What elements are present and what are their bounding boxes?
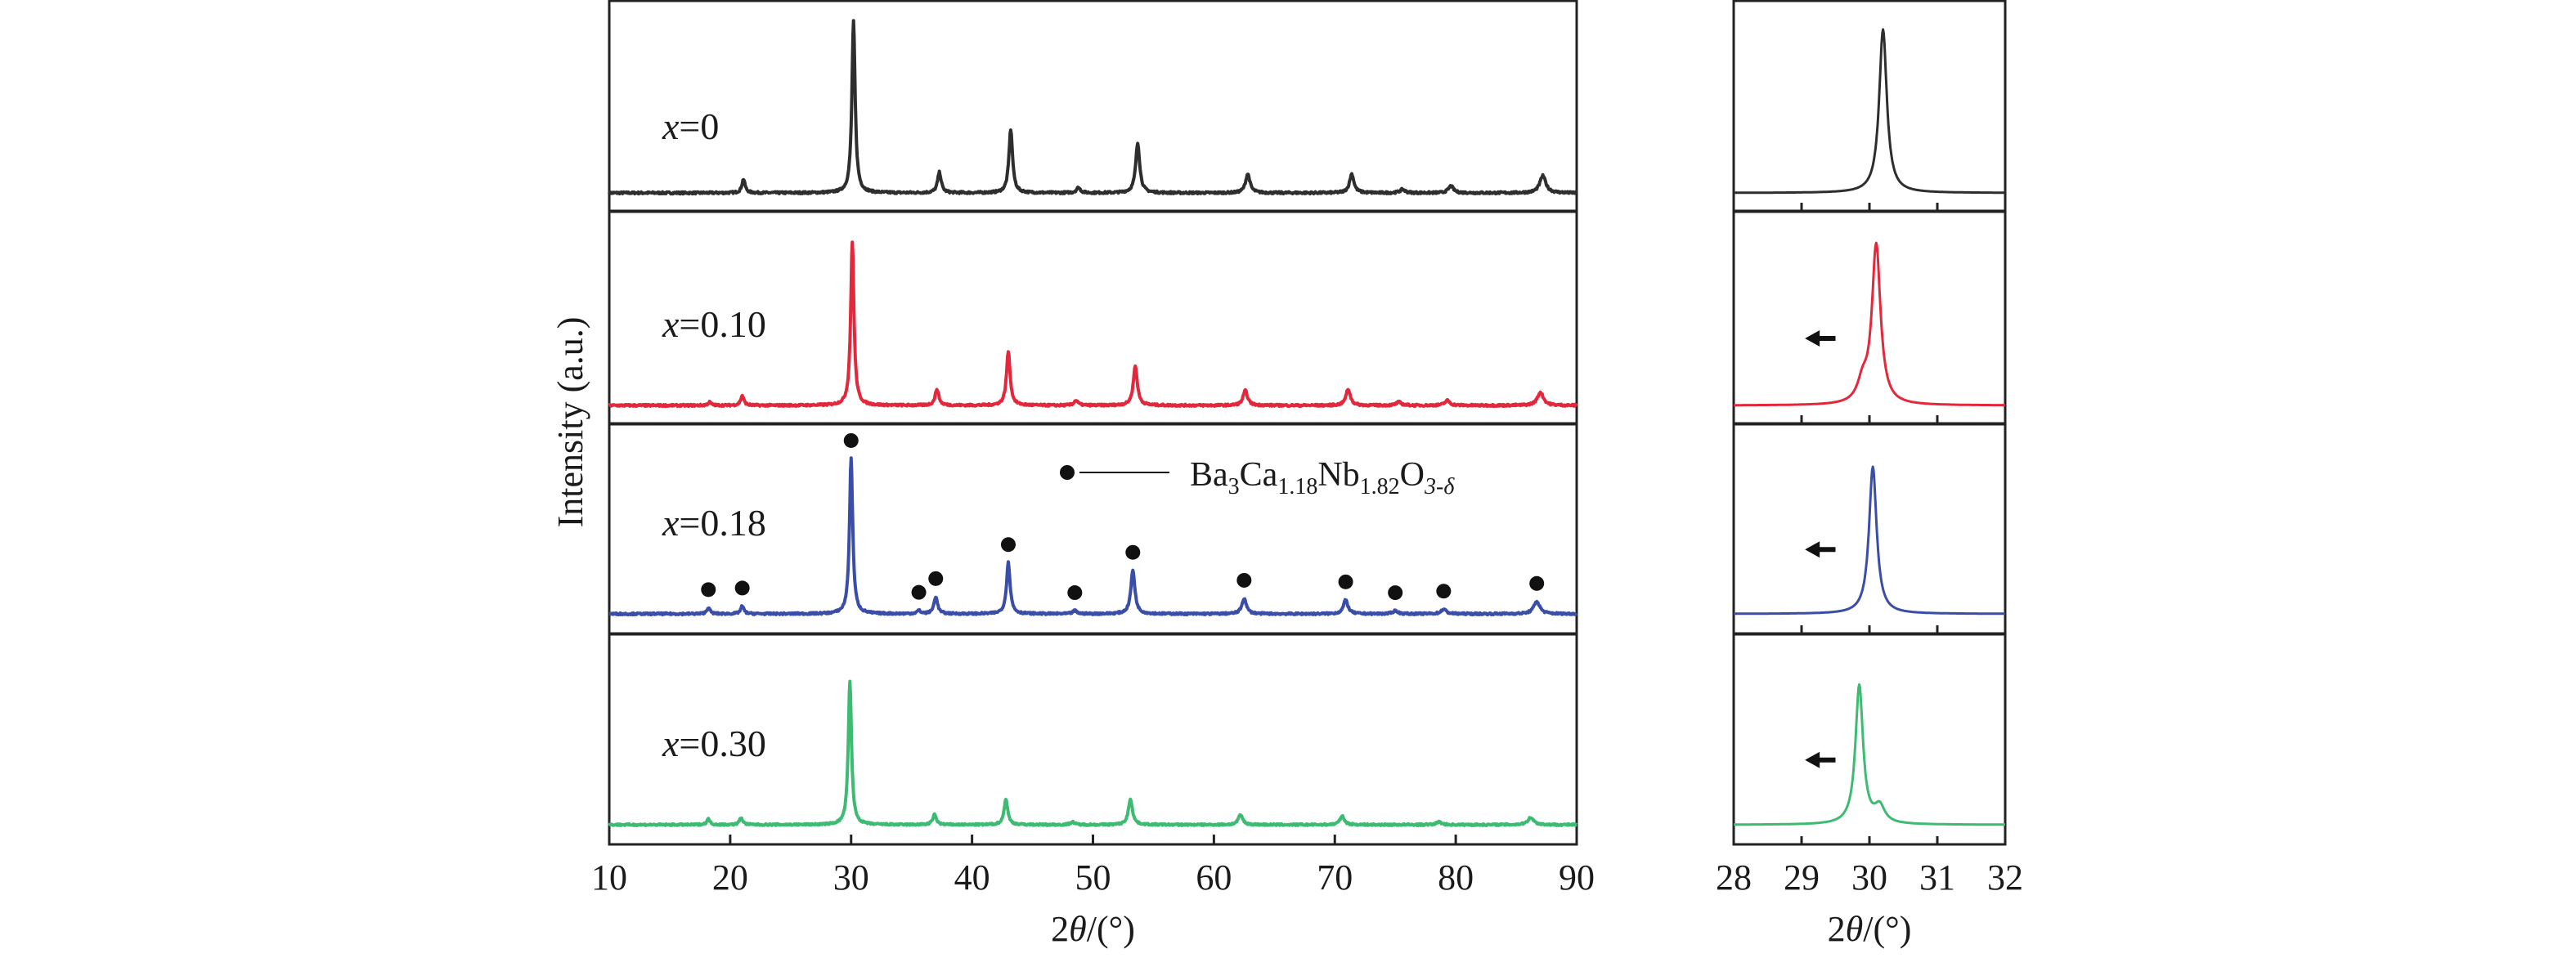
phase-marker: [1125, 544, 1141, 560]
zoom-subplot-frame-0: [1732, 0, 2007, 213]
x-tick-label: 80: [1438, 857, 1474, 898]
x-tick-label: 40: [954, 857, 990, 898]
phase-marker: [1067, 585, 1083, 601]
x-tick-label: 20: [712, 857, 748, 898]
x-tick-label: 10: [591, 857, 627, 898]
legend-text-part: Nb: [1317, 456, 1359, 494]
x-tick-label: 50: [1075, 857, 1111, 898]
series-label-x=0.18: x=0.18: [662, 502, 766, 544]
phase-markers: [701, 432, 1545, 601]
axis-label-suffix: /(°): [1863, 909, 1911, 949]
zoom-trace-x=0.18: [1733, 465, 2006, 616]
phase-marker: [1529, 575, 1545, 591]
main-subplot-frame-0: [608, 0, 1578, 213]
series-label-value: =0.18: [679, 502, 765, 544]
legend-subscript: 3: [1228, 474, 1240, 499]
xrd-trace-x=0: [608, 19, 1578, 196]
zoom-panel: 28 29 30 31 32 2θ/(°): [1716, 0, 2023, 949]
series-label-var: x: [662, 303, 680, 345]
zoom-subplot-frame-1: [1732, 210, 2007, 425]
series-label-value: =0: [679, 105, 719, 147]
zoom-trace-x=0.30: [1733, 683, 2006, 826]
axis-label-prefix: 2: [1828, 909, 1846, 949]
zoom-x-tick-label: 29: [1784, 857, 1820, 898]
legend-subscript: 3-δ: [1424, 474, 1455, 499]
phase-marker: [843, 432, 859, 448]
xrd-trace-x=0.18: [608, 456, 1578, 617]
zoom-trace-x=0.10: [1733, 241, 2006, 407]
zoom-x-axis-label: 2θ/(°): [1828, 909, 1912, 949]
legend-subscript: 1.82: [1360, 474, 1400, 499]
xrd-trace-x=0.10: [608, 240, 1578, 409]
shift-arrow: [1805, 330, 1836, 347]
legend-formula: Ba3Ca1.18Nb1.82O3-δ: [1190, 456, 1455, 499]
zoom-x-tick-label: 28: [1716, 857, 1752, 898]
series-label-x=0.10: x=0.10: [662, 303, 766, 345]
legend-subscript: 1.18: [1277, 474, 1317, 499]
shift-arrow: [1805, 541, 1836, 558]
phase-marker: [911, 584, 927, 600]
axis-label-theta: θ: [1069, 909, 1087, 949]
phase-legend: Ba3Ca1.18Nb1.82O3-δ: [1060, 456, 1455, 499]
legend-text-part: O: [1400, 456, 1425, 494]
series-label-var: x: [662, 105, 680, 147]
zoom-panel-frames: [1732, 0, 2007, 846]
x-tick-label: 90: [1559, 857, 1595, 898]
x-tick-label: 30: [833, 857, 869, 898]
axis-label-suffix: /(°): [1087, 909, 1135, 949]
zoom-x-tick-label: 31: [1919, 857, 1955, 898]
y-axis-label: Intensity (a.u.): [550, 317, 590, 528]
series-label-x=0: x=0: [662, 105, 719, 147]
shift-arrow: [1805, 751, 1836, 768]
zoom-panel-traces: [1733, 28, 2006, 826]
main-x-axis-label: 2θ/(°): [1051, 909, 1135, 949]
x-tick-label: 70: [1317, 857, 1353, 898]
phase-marker: [1436, 584, 1452, 599]
series-label-var: x: [662, 723, 680, 764]
series-label-value: =0.10: [679, 303, 765, 345]
zoom-x-tick-label: 30: [1851, 857, 1887, 898]
main-x-axis: 10 20 30 40 50 60 70 80 90: [591, 835, 1595, 898]
shift-arrows: [1805, 330, 1836, 768]
phase-marker: [1388, 585, 1403, 601]
main-panel-frames: [608, 0, 1578, 846]
zoom-x-axis: 28 29 30 31 32: [1716, 857, 2023, 898]
series-label-x=0.30: x=0.30: [662, 723, 766, 764]
phase-marker: [701, 582, 716, 598]
x-tick-label: 60: [1196, 857, 1232, 898]
phase-marker: [1000, 537, 1016, 553]
phase-marker: [1338, 574, 1353, 589]
main-panel-traces: [608, 19, 1578, 827]
series-label-value: =0.30: [679, 723, 765, 764]
axis-label-theta: θ: [1846, 909, 1864, 949]
legend-text-part: Ba: [1190, 456, 1228, 494]
phase-marker: [734, 580, 750, 596]
phase-marker: [1236, 572, 1252, 588]
legend-marker: [1060, 465, 1075, 480]
zoom-subplot-frame-3: [1732, 633, 2007, 846]
zoom-x-tick-label: 32: [1987, 857, 2023, 898]
main-panel-series-labels: x=0x=0.10x=0.18x=0.30: [662, 105, 766, 764]
legend-text-part: Ca: [1240, 456, 1278, 494]
main-panel: x=0x=0.10x=0.18x=0.30 Ba3Ca1.18Nb1.82O3-…: [550, 0, 1595, 949]
axis-label-prefix: 2: [1051, 909, 1069, 949]
zoom-trace-x=0: [1733, 28, 2006, 195]
phase-marker: [928, 571, 944, 586]
xrd-trace-x=0.30: [608, 679, 1578, 827]
series-label-var: x: [662, 502, 680, 544]
